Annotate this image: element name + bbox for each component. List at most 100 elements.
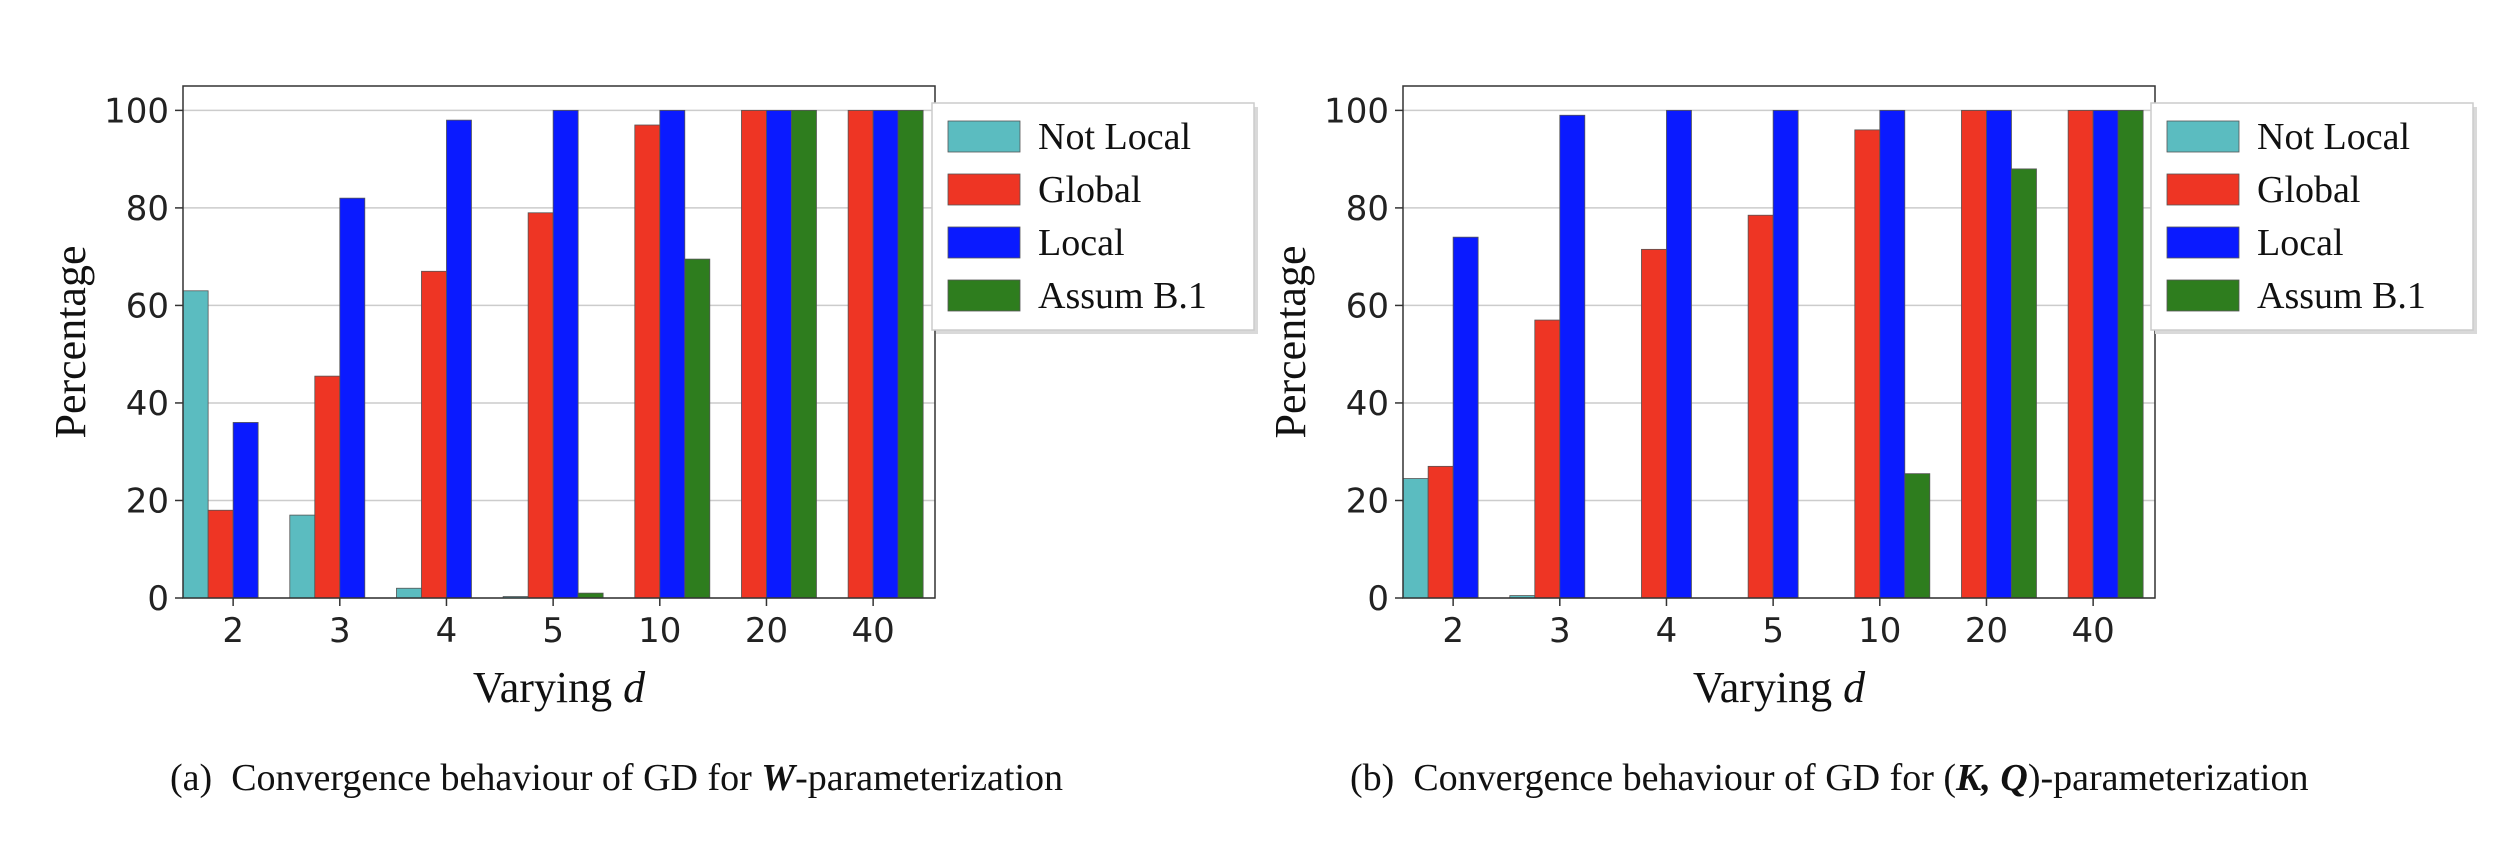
bar [1402, 478, 1429, 599]
legend-swatch [2166, 279, 2240, 312]
legend-label: Assum B.1 [2257, 275, 2426, 317]
y-axis-label: Percentage [1266, 246, 1315, 439]
x-tick-label: 2 [222, 611, 244, 651]
x-tick-label: 10 [638, 611, 681, 651]
plot-frame [1402, 85, 2156, 599]
x-tick-label: 5 [1762, 611, 1784, 651]
legend-swatch [947, 226, 1021, 259]
legend-label: Assum B.1 [1038, 275, 1207, 317]
bar [1961, 109, 1987, 599]
caption-b-label: (b) [1350, 757, 1395, 799]
legend-label: Not Local [2257, 116, 2410, 158]
caption-b: (b) Convergence behaviour of GD for (K, … [1350, 756, 2308, 800]
bar [421, 270, 447, 599]
bar [1666, 109, 1692, 599]
legend-swatch [2166, 173, 2240, 206]
y-tick-label: 80 [1346, 189, 1389, 229]
caption-a-text-post: -parameterization [795, 757, 1064, 799]
bar [634, 124, 661, 599]
x-tick-label: 5 [542, 611, 564, 651]
bar [527, 212, 554, 599]
chart-b: 0 20 40 60 80 100 2 3 4 5 10 20 40 Varying d Percentag… [1266, 85, 2477, 712]
legend-swatch [947, 279, 1021, 312]
y-tick-label: 0 [147, 579, 169, 619]
bar [552, 109, 579, 599]
x-tick-label: 3 [1549, 611, 1571, 651]
caption-a-text-pre: Convergence behaviour of GD for [231, 757, 762, 799]
bar [339, 197, 366, 599]
legend-swatch [947, 173, 1021, 206]
bar [791, 109, 817, 599]
bar [2117, 109, 2144, 599]
x-axis-variable: d [623, 663, 646, 712]
bar [1854, 129, 1881, 599]
bar [232, 422, 259, 599]
legend-swatch [2166, 120, 2240, 153]
bar [659, 109, 686, 599]
x-tick-label: 20 [745, 611, 788, 651]
caption-b-symbol: K, Q [1956, 757, 2028, 799]
bar [1641, 248, 1667, 599]
legend-label: Not Local [1038, 116, 1191, 158]
bar [897, 109, 924, 599]
y-tick-label: 60 [1346, 286, 1389, 326]
legend-swatch [947, 120, 1021, 153]
bar [2067, 109, 2094, 599]
bar [684, 258, 711, 599]
bar [1772, 109, 1799, 599]
y-tick-label: 100 [1324, 91, 1389, 131]
bar [396, 587, 422, 599]
bar [446, 119, 472, 599]
legend-label: Local [1038, 222, 1125, 264]
x-tick-label: 4 [436, 611, 458, 651]
caption-b-text-pre: Convergence behaviour of GD for ( [1413, 757, 1957, 799]
bar [741, 109, 767, 599]
x-axis-label: Varying d [473, 663, 646, 712]
bar [182, 290, 209, 599]
bar [1534, 319, 1561, 599]
bar [1452, 236, 1479, 599]
bar [1427, 465, 1454, 599]
y-tick-label: 60 [126, 286, 169, 326]
bar [1879, 109, 1906, 599]
x-tick-label: 2 [1442, 611, 1464, 651]
y-tick-label: 20 [1346, 481, 1389, 521]
x-tick-label: 20 [1965, 611, 2008, 651]
caption-b-text-post: )-parameterization [2027, 757, 2309, 799]
plot-frame [182, 85, 936, 599]
bar [1986, 109, 2012, 599]
bar [2011, 168, 2037, 599]
legend-label: Global [2257, 169, 2360, 211]
bar [872, 109, 899, 599]
x-tick-label: 4 [1656, 611, 1678, 651]
bar [314, 375, 341, 599]
bar [207, 509, 234, 599]
caption-a-label: (a) [170, 757, 213, 799]
x-tick-label: 40 [2072, 611, 2115, 651]
bar [1904, 473, 1931, 599]
y-tick-label: 100 [104, 91, 169, 131]
bar [289, 514, 316, 599]
x-axis-label: Varying d [1693, 663, 1866, 712]
legend-label: Local [2257, 222, 2344, 264]
y-tick-label: 40 [1346, 384, 1389, 424]
legend-swatch [2166, 226, 2240, 259]
y-tick-label: 40 [126, 384, 169, 424]
legend-label: Global [1038, 169, 1141, 211]
bar [1559, 114, 1586, 599]
x-axis-variable: d [1843, 663, 1866, 712]
y-tick-label: 0 [1367, 579, 1389, 619]
y-tick-label: 80 [126, 189, 169, 229]
chart-a: 0 20 40 60 80 100 2 3 4 5 10 20 40 Varying d Percentag… [46, 85, 1258, 712]
y-tick-label: 20 [126, 481, 169, 521]
x-tick-label: 10 [1858, 611, 1901, 651]
x-tick-label: 3 [329, 611, 351, 651]
x-tick-label: 40 [852, 611, 895, 651]
bar [1747, 214, 1774, 599]
bar [766, 109, 792, 599]
bar [847, 109, 874, 599]
caption-a: (a) Convergence behaviour of GD for W-pa… [170, 756, 1063, 800]
caption-a-symbol: W [761, 757, 796, 799]
